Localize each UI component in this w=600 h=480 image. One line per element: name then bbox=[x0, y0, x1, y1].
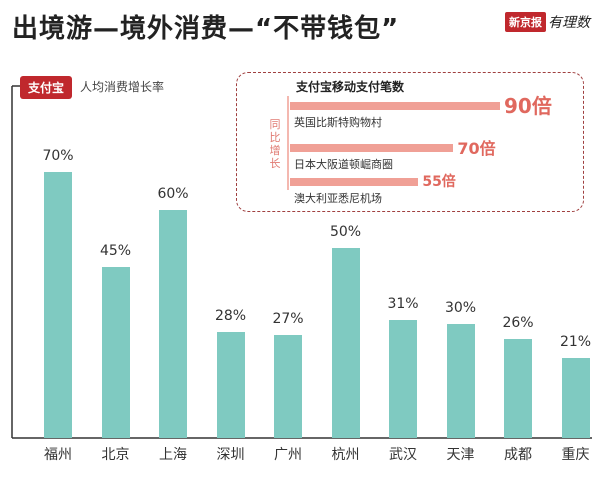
bar-value-label: 70% bbox=[42, 148, 74, 164]
inset-bar-3 bbox=[290, 178, 419, 186]
inset-category-label: 日本大阪道顿崛商圈 bbox=[294, 158, 393, 171]
inset-ylabel: 同比增长 bbox=[269, 118, 281, 170]
brand-badge: 新京报 bbox=[505, 12, 546, 32]
category-label: 上海 bbox=[159, 447, 187, 463]
inset-bar-value: 55倍 bbox=[422, 173, 456, 190]
category-label: 天津 bbox=[446, 447, 475, 463]
category-label: 杭州 bbox=[331, 447, 360, 463]
category-label: 福州 bbox=[44, 447, 72, 463]
bar-9 bbox=[504, 339, 532, 438]
category-label: 武汉 bbox=[389, 447, 417, 463]
inset-bar-1 bbox=[290, 102, 500, 110]
bar-3 bbox=[159, 210, 187, 438]
category-label: 成都 bbox=[504, 447, 532, 463]
bar-value-label: 26% bbox=[502, 315, 534, 332]
legend-text: 人均消费增长率 bbox=[80, 80, 165, 94]
bar-value-label: 30% bbox=[444, 300, 477, 316]
bar-10 bbox=[561, 358, 590, 438]
bar-value-label: 60% bbox=[157, 186, 189, 202]
bar-1 bbox=[44, 172, 72, 438]
bar-value-label: 21% bbox=[559, 334, 592, 351]
bar-value-label: 50% bbox=[329, 224, 362, 240]
inset-title: 支付宝移动支付笔数 bbox=[296, 80, 405, 94]
bar-value-label: 28% bbox=[214, 307, 247, 324]
brand-logo: 新京报 有理数 bbox=[505, 12, 590, 32]
legend-tag: 支付宝 bbox=[20, 76, 73, 99]
bar-value-label: 31% bbox=[387, 296, 419, 313]
category-label: 北京 bbox=[101, 447, 130, 463]
bar-value-label: 27% bbox=[272, 311, 304, 328]
bar-5 bbox=[274, 335, 302, 438]
category-label: 重庆 bbox=[561, 447, 590, 463]
bar-4 bbox=[216, 331, 245, 438]
inset-box bbox=[236, 72, 584, 212]
category-label: 广州 bbox=[274, 447, 302, 463]
bar-7 bbox=[389, 320, 417, 438]
bar-2 bbox=[101, 267, 130, 438]
bar-6 bbox=[331, 248, 360, 438]
category-label: 深圳 bbox=[216, 447, 245, 463]
bar-8 bbox=[446, 324, 475, 438]
brand-script: 有理数 bbox=[548, 15, 590, 31]
bar-value-label: 45% bbox=[99, 243, 132, 259]
page-title: 出境游—境外消费—“不带钱包” bbox=[12, 14, 400, 44]
inset-bar-value: 90倍 bbox=[504, 94, 552, 118]
inset-bar-2 bbox=[290, 144, 454, 152]
inset-category-label: 澳大利亚悉尼机场 bbox=[294, 192, 382, 205]
inset-bar-value: 70倍 bbox=[457, 139, 496, 159]
inset-category-label: 英国比斯特购物村 bbox=[294, 116, 382, 129]
